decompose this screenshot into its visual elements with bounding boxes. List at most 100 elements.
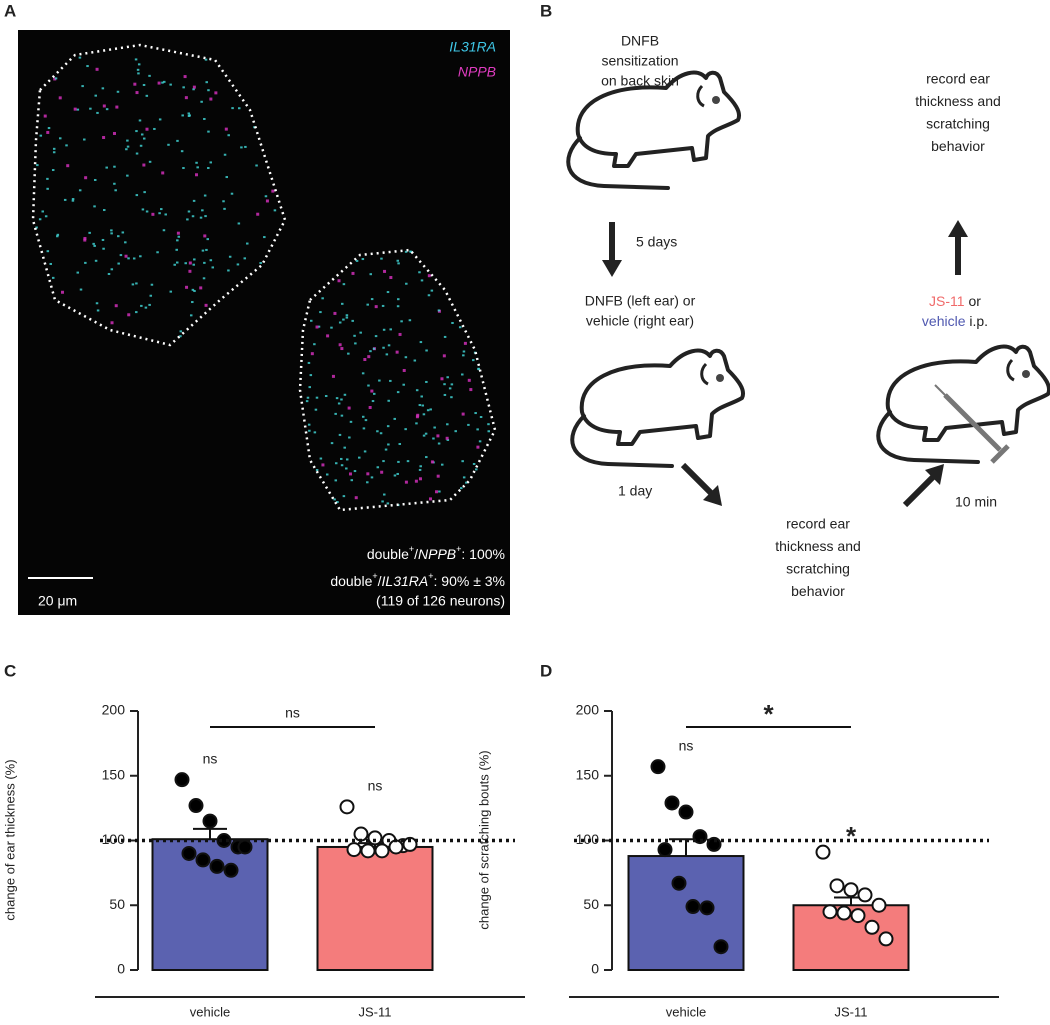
data-point bbox=[678, 804, 694, 820]
step-text: record ear bbox=[926, 71, 990, 87]
rna-puncta bbox=[35, 56, 491, 507]
data-point bbox=[864, 919, 880, 935]
data-point bbox=[664, 795, 680, 811]
step-text: behavior bbox=[791, 583, 845, 599]
data-point bbox=[195, 852, 211, 868]
y-tick-label: 100 bbox=[576, 831, 600, 847]
mouse-icon bbox=[566, 70, 742, 190]
panel-label: A bbox=[4, 1, 16, 20]
data-point bbox=[650, 759, 666, 775]
step-text: on back skin bbox=[601, 73, 679, 89]
annotation-part: + bbox=[409, 544, 414, 554]
panel-label: B bbox=[540, 1, 552, 20]
bar bbox=[316, 845, 434, 971]
x-tick-label: JS-11 bbox=[835, 1004, 868, 1019]
data-point bbox=[223, 862, 239, 878]
y-tick-label: 0 bbox=[591, 961, 599, 977]
legend-entry: NPPB bbox=[458, 64, 496, 80]
annotation-part: double bbox=[367, 546, 409, 562]
y-tick-label: 100 bbox=[102, 831, 126, 847]
data-point bbox=[706, 836, 722, 852]
neuron-outline bbox=[298, 248, 497, 512]
step-text: JS-11 or bbox=[929, 293, 981, 309]
annotation-part: + bbox=[428, 571, 433, 581]
step-text: thickness and bbox=[915, 93, 1001, 109]
scale-bar-label: 20 μm bbox=[38, 593, 77, 609]
error-bar bbox=[193, 827, 227, 840]
step-text: sensitization bbox=[601, 53, 678, 69]
data-point bbox=[339, 799, 355, 815]
data-point bbox=[367, 830, 383, 846]
data-point bbox=[209, 858, 225, 874]
data-point bbox=[671, 875, 687, 891]
x-tick-label: JS-11 bbox=[359, 1004, 392, 1019]
y-tick-label: 150 bbox=[102, 766, 126, 782]
wait-label: 10 min bbox=[955, 494, 997, 510]
data-point bbox=[871, 897, 887, 913]
micrograph bbox=[18, 30, 510, 615]
data-point bbox=[353, 826, 369, 842]
x-tick-label: vehicle bbox=[666, 1004, 706, 1019]
data-point bbox=[402, 836, 418, 852]
annotation-part: NPPB bbox=[418, 546, 456, 562]
data-point bbox=[878, 931, 894, 947]
annotation-part: + bbox=[456, 544, 461, 554]
step-text: scratching bbox=[926, 116, 990, 132]
treatment-name: vehicle bbox=[922, 313, 966, 329]
wait-label: 5 days bbox=[636, 234, 677, 250]
treatment-name: JS-11 bbox=[929, 293, 965, 309]
step-text: scratching bbox=[786, 561, 850, 577]
y-tick-label: 200 bbox=[102, 702, 126, 718]
data-point bbox=[174, 772, 190, 788]
step-text: DNFB bbox=[621, 33, 659, 49]
significance-label: ns bbox=[368, 778, 383, 794]
step-text-part: or bbox=[965, 293, 982, 309]
step-text: thickness and bbox=[775, 538, 861, 554]
data-point bbox=[692, 829, 708, 845]
data-point bbox=[188, 798, 204, 814]
mouse-icon bbox=[570, 348, 746, 468]
syringe bbox=[934, 384, 1010, 464]
significance-label: * bbox=[846, 821, 857, 851]
data-point bbox=[836, 905, 852, 921]
data-point bbox=[685, 899, 701, 915]
annotation-part: / bbox=[414, 546, 418, 562]
bar bbox=[627, 855, 745, 971]
data-point bbox=[829, 878, 845, 894]
data-point bbox=[843, 882, 859, 898]
wait-label: 1 day bbox=[618, 483, 652, 499]
y-tick-label: 200 bbox=[576, 702, 600, 718]
mouse-icon bbox=[876, 344, 1050, 464]
data-point bbox=[374, 843, 390, 859]
data-point bbox=[346, 842, 362, 858]
annotation-part: IL31RA bbox=[382, 573, 429, 589]
bracket-label: ns bbox=[285, 705, 300, 721]
data-point bbox=[202, 813, 218, 829]
data-point bbox=[388, 839, 404, 855]
arrows bbox=[602, 220, 968, 508]
y-tick-label: 0 bbox=[117, 961, 125, 977]
y-axis-title: change of ear thickness (%) bbox=[2, 759, 17, 920]
data-point bbox=[713, 939, 729, 955]
annotation-part: / bbox=[378, 573, 382, 589]
step-text: behavior bbox=[931, 138, 985, 154]
step-text-part: i.p. bbox=[966, 313, 989, 329]
significance-label: ns bbox=[203, 750, 218, 766]
data-point bbox=[216, 833, 232, 848]
data-point bbox=[181, 845, 197, 861]
data-point bbox=[360, 843, 376, 859]
annotation-part: : 90% ± 3% bbox=[434, 573, 506, 589]
annotation: (119 of 126 neurons) bbox=[376, 593, 505, 609]
step-text: vehicle (right ear) bbox=[586, 313, 694, 329]
annotation: double+/NPPB+: 100% bbox=[367, 544, 505, 561]
y-tick-label: 150 bbox=[576, 766, 600, 782]
step-text: record ear bbox=[786, 516, 850, 532]
data-point bbox=[237, 839, 253, 855]
bracket-label: * bbox=[763, 699, 774, 729]
y-tick-label: 50 bbox=[583, 896, 599, 912]
y-tick-label: 50 bbox=[109, 896, 125, 912]
annotation-part: : 100% bbox=[461, 546, 505, 562]
data-point bbox=[815, 844, 831, 860]
data-point bbox=[850, 908, 866, 924]
